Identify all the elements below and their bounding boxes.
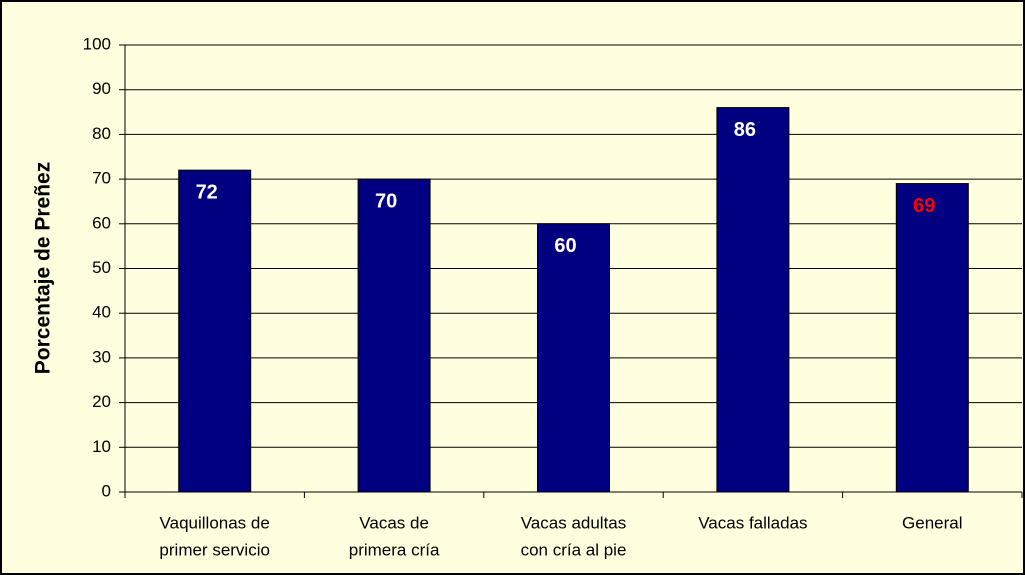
data-label: 69	[913, 195, 935, 217]
bar	[537, 223, 610, 493]
y-axis-label: Porcentaje de Preñez	[32, 162, 55, 374]
x-tick-label: Vacas adultas	[521, 513, 627, 532]
x-tick-label: con cría al pie	[521, 540, 627, 559]
data-label: 86	[734, 119, 756, 141]
x-tick-label: primer servicio	[159, 540, 270, 559]
bar	[357, 178, 431, 493]
y-tick-label: 100	[83, 34, 111, 53]
y-tick-label: 90	[92, 79, 111, 98]
x-tick-label: primera cría	[349, 540, 440, 559]
y-tick-label: 20	[92, 392, 111, 411]
data-label: 60	[554, 235, 576, 257]
data-label: 70	[375, 190, 397, 212]
x-tick-label: General	[902, 513, 962, 532]
x-tick-label: Vacas falladas	[698, 513, 807, 532]
x-tick-label: Vaquillonas de	[160, 513, 270, 532]
data-label: 72	[196, 181, 218, 203]
y-tick-label: 60	[92, 213, 111, 232]
y-tick-label: 70	[92, 169, 111, 188]
y-tick-label: 30	[92, 347, 111, 366]
bar	[895, 183, 969, 493]
y-tick-label: 10	[92, 437, 111, 456]
y-tick-label: 50	[92, 258, 111, 277]
x-tick-label: Vacas de	[359, 513, 429, 532]
y-tick-label: 80	[92, 124, 111, 143]
y-tick-label: 0	[102, 481, 111, 500]
bar	[178, 169, 252, 493]
y-tick-label: 40	[92, 303, 111, 322]
bar	[716, 107, 790, 493]
